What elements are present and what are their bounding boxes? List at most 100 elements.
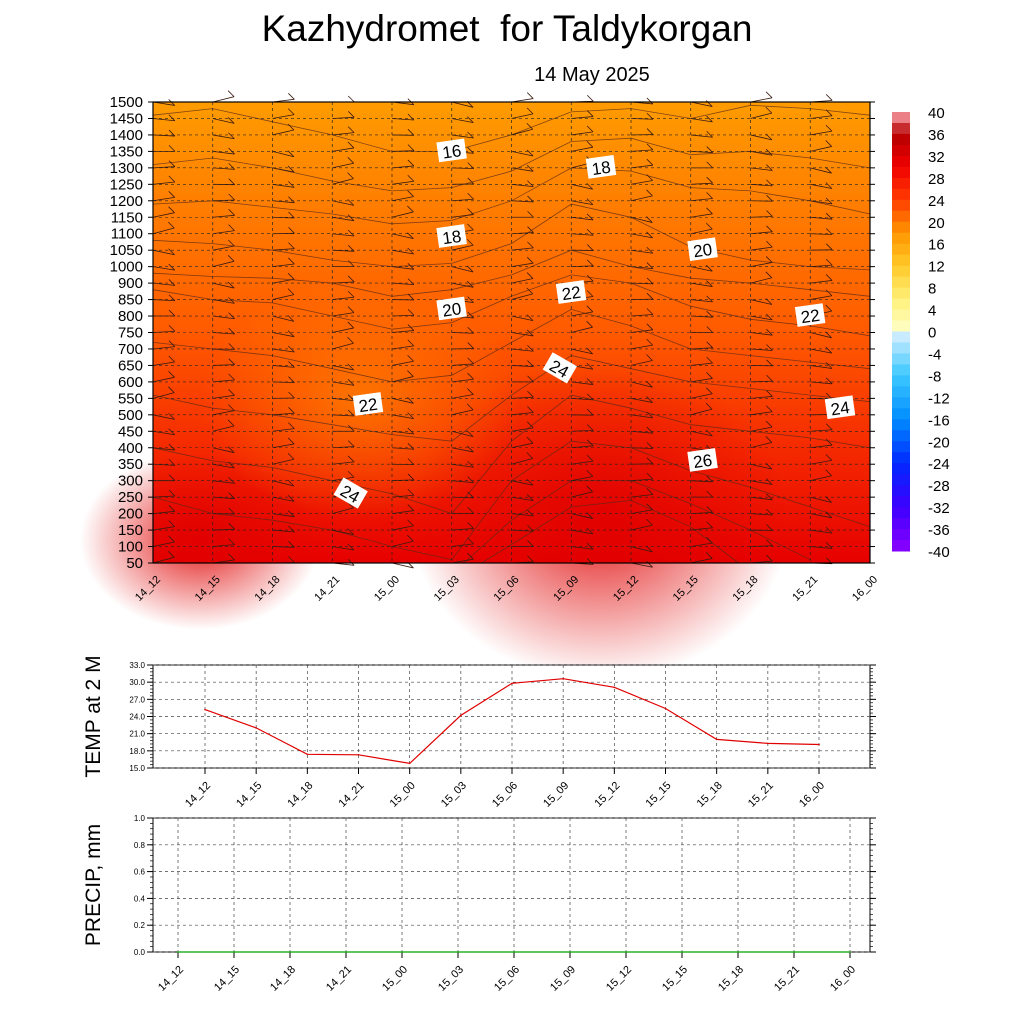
data-point [569, 951, 571, 953]
wind-barb [152, 489, 176, 498]
wind-barb [690, 356, 713, 366]
wind-barb [212, 147, 235, 155]
wind-barb [212, 255, 235, 268]
wind-barb [690, 536, 713, 547]
data-point [681, 951, 683, 953]
data-point [715, 738, 718, 741]
data-point [357, 754, 360, 756]
wind-barb [152, 413, 175, 420]
svg-text:22: 22 [561, 283, 582, 304]
y-tick-label: 21.0 [129, 730, 145, 739]
x-tick-label: 14_18 [268, 964, 298, 994]
wind-barb [332, 394, 355, 402]
colorbar-swatch [892, 419, 910, 431]
colorbar-swatch [892, 463, 910, 475]
y-tick-label: 0.8 [134, 841, 146, 850]
wind-barb [332, 336, 354, 350]
wind-barb [571, 94, 594, 103]
x-tick-label: 14_21 [312, 574, 342, 604]
data-point [306, 753, 309, 756]
wind-barb [810, 438, 833, 449]
contour-label: 24 [824, 395, 856, 419]
wind-barb [332, 126, 355, 136]
y-tick-label: 550 [118, 390, 143, 407]
y-tick-label: 150 [118, 522, 143, 539]
wind-barb [272, 479, 295, 487]
wind-barb [690, 552, 713, 564]
y-tick-label: 0.0 [134, 948, 146, 957]
colorbar-swatch [892, 331, 910, 343]
y-tick-label: 1500 [110, 94, 143, 111]
colorbar-swatch [892, 155, 910, 168]
wind-barb [212, 239, 235, 251]
temp-2m-panel: 15.0 18.0 21.0 24.0 27.0 30.0 33.0 14_12 14_15 14… [82, 655, 876, 810]
data-point [511, 682, 513, 685]
wind-barb [212, 492, 235, 500]
wind-barb [152, 248, 175, 256]
y-tick-label: 33.0 [129, 661, 145, 670]
data-point [460, 714, 462, 717]
wind-barb [511, 452, 534, 465]
x-tick-label: 14_21 [324, 964, 354, 994]
data-point [233, 951, 235, 953]
wind-barb [630, 518, 653, 531]
wind-barb [212, 193, 236, 202]
wind-barb [511, 314, 534, 322]
wind-barb [511, 165, 534, 172]
wind-barb [152, 551, 175, 564]
colorbar-swatch [892, 386, 910, 398]
y-tick-label: 400 [118, 440, 143, 457]
panel-frame [152, 817, 871, 953]
data-point [513, 951, 515, 953]
wind-barb [511, 241, 534, 251]
colorbar-swatch [892, 309, 910, 322]
wind-barb [630, 426, 654, 434]
wind-barb [212, 224, 235, 235]
heatmap-y-axis: 5010015020025030035040045050055060065070… [110, 94, 875, 572]
wind-barb [391, 412, 414, 420]
wind-barb [272, 150, 295, 158]
colorbar-swatch [892, 353, 910, 365]
warm-core-left [80, 450, 320, 630]
colorbar-swatch [892, 397, 910, 409]
wind-barb [391, 354, 414, 366]
wind-barb [810, 197, 833, 205]
wind-barb [152, 325, 176, 333]
y-tick-label: 850 [118, 292, 143, 309]
wind-barb [750, 225, 773, 235]
wind-barb [511, 478, 534, 486]
wind-barb [630, 488, 654, 498]
wind-barb [212, 461, 235, 469]
y-tick-label: 15.0 [129, 764, 145, 773]
wind-barb [152, 371, 175, 383]
x-tick-label: 15_09 [541, 780, 571, 810]
colorbar: 4036322824201612840-4-8-12-16-20-24-28-3… [892, 105, 950, 561]
x-tick-label: 16_00 [797, 780, 827, 810]
y-tick-label: 250 [118, 489, 143, 506]
wind-barb [750, 148, 773, 156]
svg-text:26: 26 [692, 451, 713, 472]
contour-label: 22 [352, 392, 384, 416]
svg-text:16: 16 [441, 141, 462, 162]
y-tick-label: 700 [118, 341, 143, 358]
colorbar-label: -24 [928, 456, 950, 473]
colorbar-swatch [892, 199, 910, 212]
colorbar-label: -16 [928, 412, 950, 429]
wind-barb [630, 231, 653, 239]
contour-label: 16 [436, 138, 467, 163]
wind-barb [212, 446, 235, 454]
contour-line [152, 394, 871, 515]
colorbar-swatch [892, 133, 910, 146]
wind-barb [152, 279, 176, 286]
y-tick-label: 50 [126, 555, 143, 572]
wind-barb [511, 509, 534, 517]
wind-barb [152, 114, 176, 122]
colorbar-swatch [892, 210, 910, 223]
wind-barb [152, 263, 176, 271]
wind-barb [391, 339, 415, 350]
wind-barb [750, 313, 773, 321]
wind-barb [391, 324, 415, 333]
wind-barb [212, 373, 235, 383]
wind-barb [571, 470, 594, 482]
colorbar-label: -40 [928, 544, 950, 561]
